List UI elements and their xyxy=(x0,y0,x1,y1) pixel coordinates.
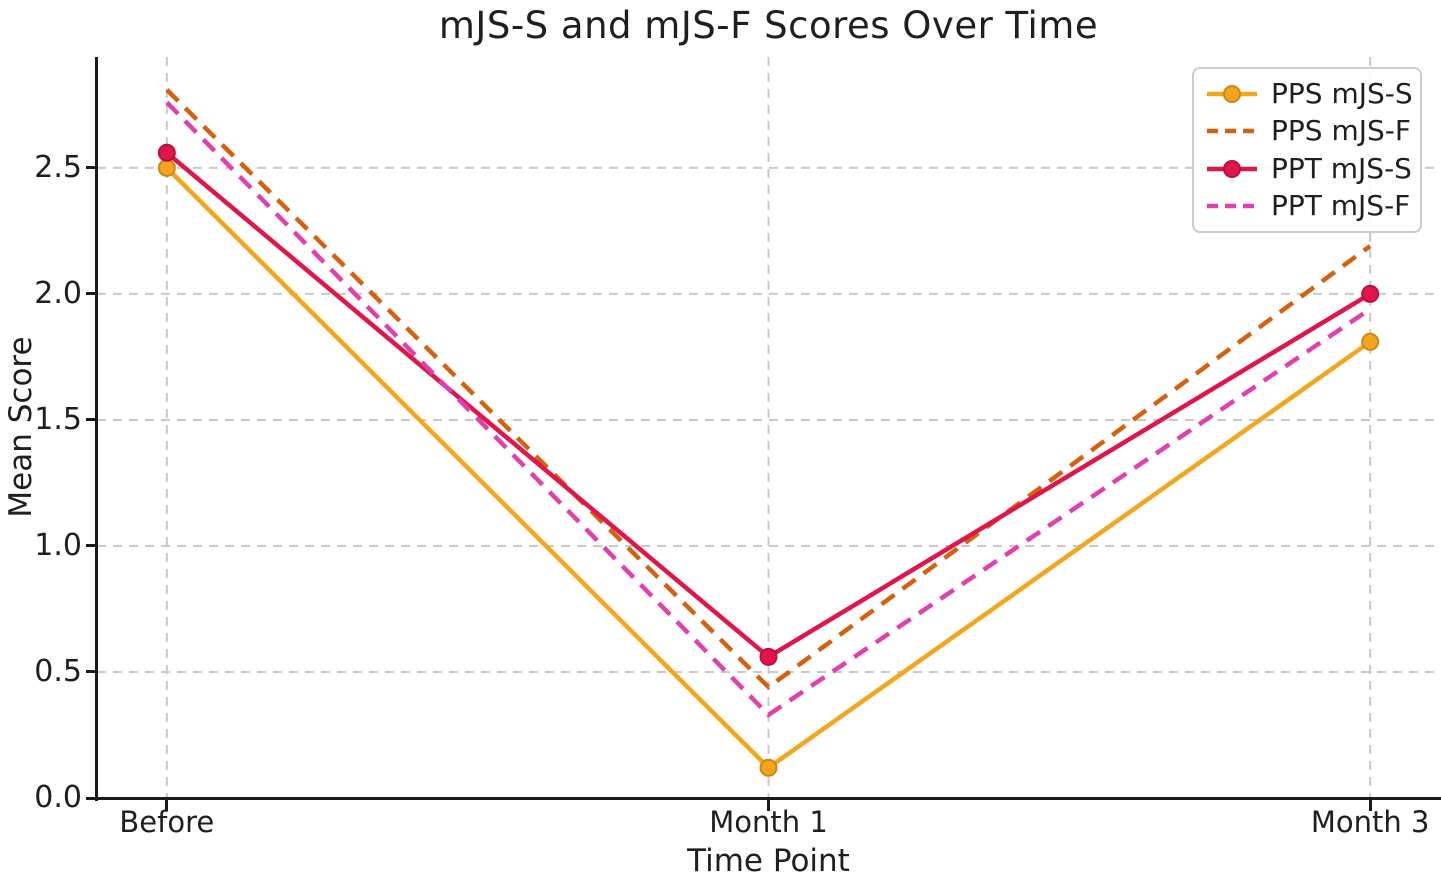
y-tick-mark xyxy=(86,796,97,800)
y-tick-mark xyxy=(86,418,97,422)
y-tick-label: 1.5 xyxy=(34,401,82,437)
marker-ppt-mjs-s-month-1 xyxy=(759,647,778,666)
series-line-ppt-mjs-s xyxy=(165,151,1372,660)
y-tick-label: 2.5 xyxy=(34,149,82,185)
legend-marker-icon xyxy=(1223,84,1241,103)
marker-ppt-mjs-s-before xyxy=(157,143,176,162)
legend: PPS mJS-S PPS mJS-F PPT mJS-S PPT mJS-F xyxy=(1192,67,1422,233)
x-axis-label: Time Point xyxy=(687,843,850,879)
x-tick-label-month-3: Month 3 xyxy=(1310,805,1430,839)
legend-sample-line-icon xyxy=(1207,204,1257,209)
legend-sample-line-icon xyxy=(1207,84,1257,103)
legend-item-pps-mjs-f: PPS mJS-F xyxy=(1206,114,1411,148)
x-tick-label-month-1: Month 1 xyxy=(709,805,828,839)
legend-sample-line-icon xyxy=(1207,159,1257,178)
marker-pps-mjs-s-month-1 xyxy=(759,758,778,777)
legend-item-ppt-mjs-f: PPT mJS-F xyxy=(1206,189,1411,223)
y-tick-mark xyxy=(86,292,97,296)
marker-ppt-mjs-s-month-3 xyxy=(1361,284,1380,303)
line-chart xyxy=(97,57,1440,798)
legend-marker-icon xyxy=(1223,159,1241,178)
x-tick-label-before: Before xyxy=(119,805,215,839)
y-tick-label: 2.0 xyxy=(34,275,82,311)
series-line-pps-mjs-f xyxy=(165,88,1372,691)
y-tick-label: 0.0 xyxy=(34,780,82,815)
plot-area xyxy=(97,57,1440,798)
legend-item-ppt-mjs-s: PPT mJS-S xyxy=(1206,154,1412,183)
x-tick-mark xyxy=(767,800,770,811)
marker-pps-mjs-s-month-3 xyxy=(1361,332,1380,351)
series-line-ppt-mjs-f xyxy=(165,100,1372,718)
legend-item-pps-mjs-s: PPS mJS-S xyxy=(1206,79,1413,108)
y-tick-mark xyxy=(86,670,97,674)
x-tick-mark xyxy=(1368,800,1372,811)
legend-label: PPS mJS-F xyxy=(1271,114,1411,148)
chart-title: mJS-S and mJS-F Scores Over Time xyxy=(438,4,1099,47)
y-tick-mark xyxy=(86,166,97,170)
legend-label: PPS mJS-S xyxy=(1271,76,1413,110)
y-axis-label: Mean Score xyxy=(3,336,39,518)
y-tick-label: 1.0 xyxy=(34,527,82,563)
x-tick-mark xyxy=(165,800,169,811)
legend-label: PPT mJS-F xyxy=(1271,189,1411,223)
y-tick-label: 0.5 xyxy=(34,653,82,689)
legend-label: PPT mJS-S xyxy=(1271,151,1412,185)
marker-pps-mjs-s-before xyxy=(157,158,176,177)
x-axis-spine xyxy=(95,797,1441,800)
y-axis-spine xyxy=(95,57,98,801)
legend-sample-line-icon xyxy=(1207,129,1257,134)
y-tick-mark xyxy=(86,544,97,548)
